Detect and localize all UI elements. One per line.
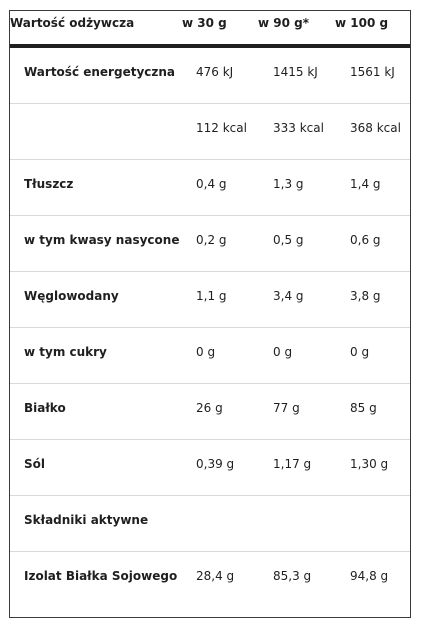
table-row: Izolat Białka Sojowego 28,4 g 85,3 g 94,… — [10, 552, 410, 610]
header-nutrition-value: Wartość odżywcza — [10, 16, 135, 30]
nutrition-table: Wartość odżywcza w 30 g w 90 g* w 100 g … — [9, 10, 411, 618]
value-100g: 368 kcal — [350, 121, 401, 135]
value-30g: 28,4 g — [196, 569, 235, 583]
table-header: Wartość odżywcza w 30 g w 90 g* w 100 g — [10, 11, 410, 48]
value-100g: 94,8 g — [350, 569, 389, 583]
table-row: Tłuszcz 0,4 g 1,3 g 1,4 g — [10, 160, 410, 216]
table-row: Wartość energetyczna 476 kJ 1415 kJ 1561… — [10, 48, 410, 104]
header-per-30g: w 30 g — [182, 16, 227, 30]
value-100g: 1,30 g — [350, 457, 389, 471]
header-per-90g: w 90 g* — [258, 16, 310, 30]
value-90g: 1415 kJ — [273, 65, 318, 79]
value-90g: 0 g — [273, 345, 293, 359]
value-100g: 1561 kJ — [350, 65, 395, 79]
value-90g: 3,4 g — [273, 289, 304, 303]
value-30g: 0,2 g — [196, 233, 227, 247]
header-per-100g: w 100 g — [335, 16, 389, 30]
row-label: Sól — [24, 457, 45, 471]
row-label: Wartość energetyczna — [24, 65, 176, 79]
row-label: Izolat Białka Sojowego — [24, 569, 178, 583]
table-row: 112 kcal 333 kcal 368 kcal — [10, 104, 410, 160]
value-30g: 112 kcal — [196, 121, 247, 135]
value-90g: 85,3 g — [273, 569, 312, 583]
value-30g: 1,1 g — [196, 289, 227, 303]
table-row: w tym kwasy nasycone 0,2 g 0,5 g 0,6 g — [10, 216, 410, 272]
value-30g: 0 g — [196, 345, 216, 359]
value-100g: 0,6 g — [350, 233, 381, 247]
table-row: Węglowodany 1,1 g 3,4 g 3,8 g — [10, 272, 410, 328]
value-100g: 3,8 g — [350, 289, 381, 303]
value-90g: 77 g — [273, 401, 300, 415]
table-row: Sól 0,39 g 1,17 g 1,30 g — [10, 440, 410, 496]
row-label: Białko — [24, 401, 66, 415]
row-label: Składniki aktywne — [24, 513, 149, 527]
value-100g: 0 g — [350, 345, 370, 359]
row-label: Tłuszcz — [24, 177, 74, 191]
value-100g: 85 g — [350, 401, 377, 415]
value-100g: 1,4 g — [350, 177, 381, 191]
value-30g: 0,4 g — [196, 177, 227, 191]
table-row: w tym cukry 0 g 0 g 0 g — [10, 328, 410, 384]
value-30g: 26 g — [196, 401, 223, 415]
value-90g: 0,5 g — [273, 233, 304, 247]
table-row: Składniki aktywne — [10, 496, 410, 552]
row-label: w tym kwasy nasycone — [24, 233, 180, 247]
row-label: w tym cukry — [24, 345, 107, 359]
value-30g: 0,39 g — [196, 457, 235, 471]
table-body: Wartość energetyczna 476 kJ 1415 kJ 1561… — [10, 48, 410, 610]
value-90g: 1,17 g — [273, 457, 312, 471]
value-90g: 1,3 g — [273, 177, 304, 191]
value-30g: 476 kJ — [196, 65, 234, 79]
value-90g: 333 kcal — [273, 121, 324, 135]
row-label: Węglowodany — [24, 289, 119, 303]
table-row: Białko 26 g 77 g 85 g — [10, 384, 410, 440]
